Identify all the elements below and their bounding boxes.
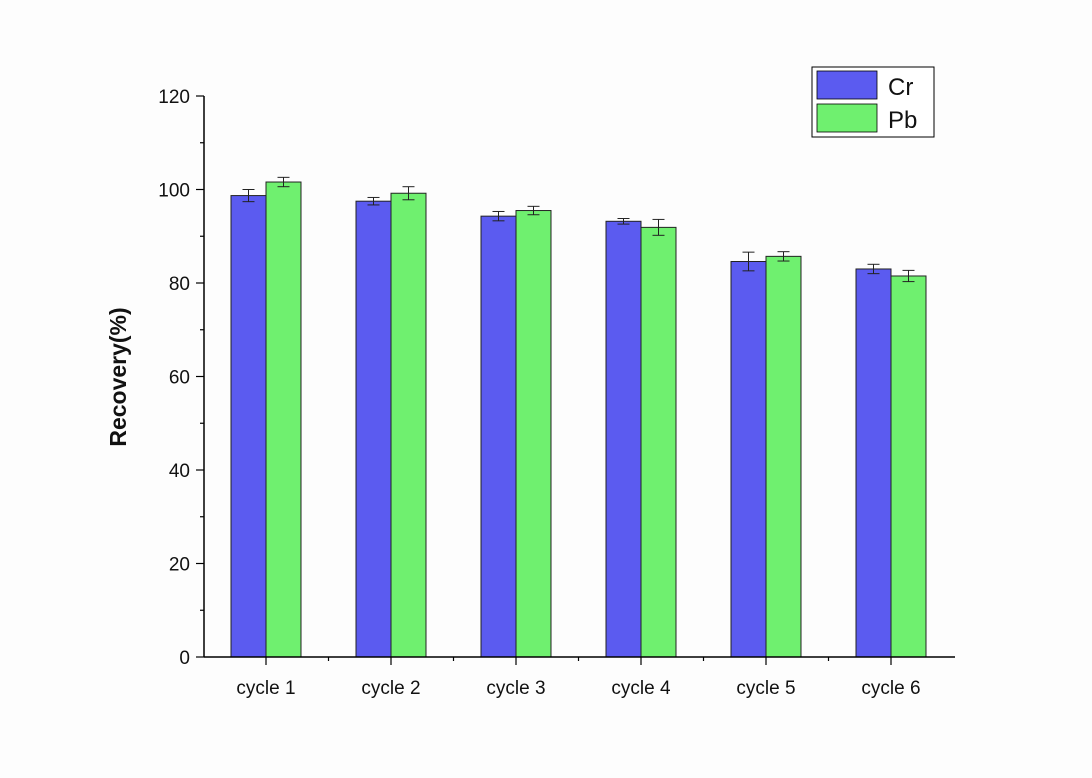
y-ticks-layer: 0 20 40 60 80 100 120 xyxy=(158,87,204,669)
bar-pb-1 xyxy=(265,181,302,658)
error-bar-cr-2 xyxy=(367,196,380,206)
x-ticks-layer: cycle 1 cycle 2 cycle 3 cycle 4 cycle 5 cycle… xyxy=(236,657,921,699)
x-tick-label: cycle 3 xyxy=(486,678,545,699)
error-bar-cr-1 xyxy=(242,189,255,203)
error-bar-cr-4 xyxy=(617,217,630,225)
y-tick-label: 120 xyxy=(158,87,190,108)
bar-cr-1 xyxy=(230,195,267,658)
bar-cr-5 xyxy=(730,260,767,658)
error-bar-pb-1 xyxy=(277,176,290,188)
error-bar-cr-6 xyxy=(867,263,880,275)
error-bar-cr-3 xyxy=(492,210,505,222)
bar-cr-2 xyxy=(355,200,392,658)
bar-cr-3 xyxy=(480,215,517,658)
y-tick-label: 100 xyxy=(158,181,190,202)
x-tick-label: cycle 6 xyxy=(861,678,920,699)
error-bar-pb-4 xyxy=(652,218,665,236)
bar-pb-3 xyxy=(515,210,552,658)
error-bar-pb-2 xyxy=(402,186,415,201)
y-tick-label: 0 xyxy=(179,648,190,669)
x-tick-label: cycle 1 xyxy=(236,678,295,699)
x-tick-label: cycle 5 xyxy=(736,678,795,699)
legend-swatch-cr xyxy=(816,70,878,100)
bar-cr-6 xyxy=(855,268,892,658)
bar-pb-6 xyxy=(890,275,927,658)
legend-swatch-pb xyxy=(816,103,878,133)
y-axis-label: Recovery(%) xyxy=(105,307,131,446)
error-bar-pb-6 xyxy=(902,269,915,283)
bar-pb-5 xyxy=(765,255,802,658)
error-bars-layer xyxy=(242,176,915,283)
error-bar-cr-5 xyxy=(742,251,755,272)
error-bar-pb-3 xyxy=(527,205,540,216)
bar-pb-2 xyxy=(390,192,427,658)
bars-layer xyxy=(230,181,927,658)
axes-layer xyxy=(203,96,955,658)
legend-label-pb: Pb xyxy=(888,107,917,134)
error-bar-pb-5 xyxy=(777,251,790,262)
y-tick-label: 80 xyxy=(169,274,190,295)
x-tick-label: cycle 4 xyxy=(611,678,671,699)
bar-cr-4 xyxy=(605,220,642,658)
y-tick-label: 20 xyxy=(169,555,190,576)
y-tick-label: 60 xyxy=(169,368,190,389)
y-tick-label: 40 xyxy=(169,461,190,482)
x-tick-label: cycle 2 xyxy=(361,678,420,699)
legend-label-cr: Cr xyxy=(888,74,913,101)
bar-pb-4 xyxy=(640,226,677,658)
legend: Cr Pb xyxy=(811,66,935,138)
